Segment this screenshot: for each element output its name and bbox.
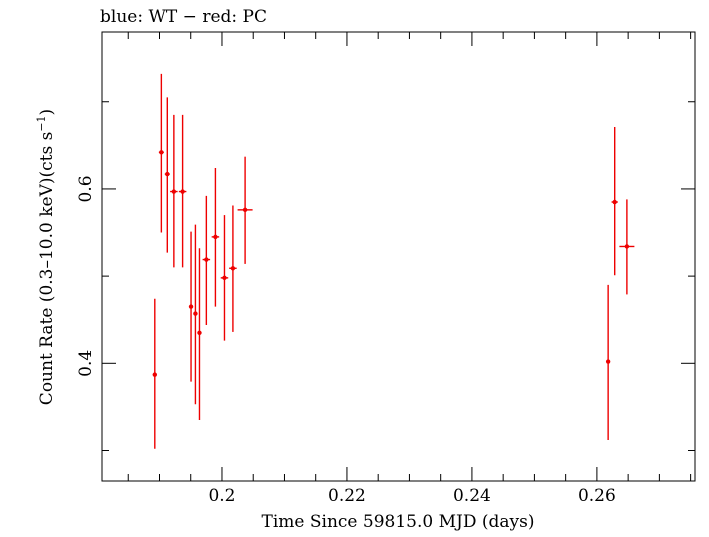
y-axis-label-close: ) xyxy=(37,109,57,116)
y-tick-label: 0.4 xyxy=(76,350,96,377)
data-point xyxy=(220,215,229,341)
y-axis-label: Count Rate (0.3–10.0 keV)(cts s−1) xyxy=(35,109,57,405)
data-point xyxy=(178,114,187,268)
data-point xyxy=(605,284,611,441)
data-point xyxy=(611,127,618,276)
data-point xyxy=(202,195,211,325)
data-point xyxy=(164,97,170,253)
data-point xyxy=(188,231,194,382)
point-marker xyxy=(204,257,209,262)
point-marker xyxy=(159,150,164,155)
point-marker xyxy=(165,171,170,177)
y-tick-label: 0.6 xyxy=(76,175,96,202)
point-marker xyxy=(152,372,158,377)
data-point xyxy=(197,248,202,420)
point-marker xyxy=(612,199,617,205)
axis-tick-labels: 0.2 0.22 0.24 0.26 0.4 0.6 xyxy=(76,175,616,506)
point-marker xyxy=(242,207,248,213)
data-point xyxy=(237,156,253,264)
x-tick-label: 0.26 xyxy=(578,486,616,506)
point-marker xyxy=(197,330,202,335)
x-tick-label: 0.24 xyxy=(453,486,491,506)
point-marker xyxy=(180,189,185,194)
plot-frame xyxy=(101,31,696,482)
data-point xyxy=(158,73,164,233)
x-axis-label: Time Since 59815.0 MJD (days) xyxy=(262,512,535,532)
data-points xyxy=(152,73,635,449)
point-marker xyxy=(605,359,611,364)
y-axis-label-superscript: −1 xyxy=(35,115,48,131)
point-marker xyxy=(222,275,227,281)
x-tick-label: 0.22 xyxy=(328,486,366,506)
data-point xyxy=(211,168,220,307)
x-tick-label: 0.2 xyxy=(208,486,235,506)
point-marker xyxy=(230,266,236,271)
point-marker xyxy=(213,234,218,240)
data-point xyxy=(193,224,198,405)
data-point xyxy=(619,199,635,295)
data-point xyxy=(170,114,178,268)
point-marker xyxy=(193,311,198,316)
data-point xyxy=(229,205,237,332)
axis-ticks xyxy=(102,32,695,481)
point-marker xyxy=(171,189,177,194)
y-axis-label-main: Count Rate (0.3–10.0 keV)(cts s xyxy=(37,132,57,406)
point-marker xyxy=(188,304,194,309)
point-marker xyxy=(624,244,630,249)
chart-title: blue: WT − red: PC xyxy=(100,7,267,27)
data-point xyxy=(152,298,158,449)
